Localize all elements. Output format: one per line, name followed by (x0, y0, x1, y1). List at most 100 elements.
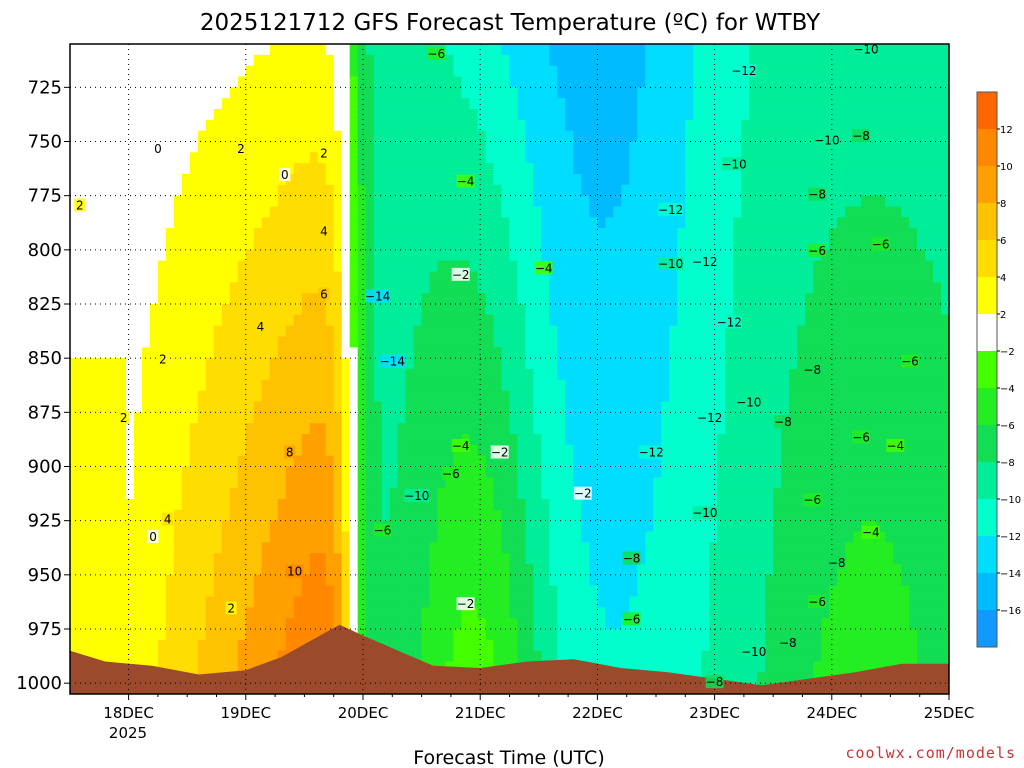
field-cell (517, 163, 527, 175)
field-cell (77, 314, 87, 327)
field-cell (70, 390, 79, 403)
field-cell (309, 520, 319, 533)
field-cell (589, 174, 598, 186)
field-cell (437, 271, 447, 283)
field-cell (181, 639, 191, 652)
field-cell (197, 434, 207, 446)
field-cell (189, 401, 199, 413)
field-cell (277, 44, 287, 56)
field-cell (269, 509, 279, 522)
field-cell (621, 434, 630, 446)
field-cell (365, 553, 375, 565)
field-cell (109, 639, 119, 652)
field-cell (589, 336, 598, 348)
field-cell (469, 585, 479, 598)
field-cell (733, 76, 742, 88)
field-cell (109, 130, 119, 143)
field-cell (189, 163, 199, 175)
field-cell (557, 379, 567, 392)
field-cell (525, 509, 535, 522)
field-cell (333, 228, 343, 240)
field-cell (349, 520, 359, 533)
field-cell (229, 174, 239, 186)
field-cell (205, 184, 215, 197)
field-cell (413, 217, 423, 229)
field-cell (453, 87, 463, 99)
field-cell (341, 369, 351, 381)
field-cell (341, 76, 351, 88)
field-cell (269, 412, 279, 424)
field-cell (517, 76, 527, 88)
field-cell (117, 650, 127, 663)
field-cell (469, 553, 479, 565)
field-cell (397, 152, 407, 164)
field-cell (589, 553, 598, 565)
field-cell (229, 618, 239, 630)
field-cell (117, 119, 127, 132)
field-cell (621, 488, 630, 500)
field-cell (389, 130, 399, 143)
field-cell (165, 618, 175, 630)
field-cell (285, 477, 295, 489)
field-cell (125, 76, 135, 88)
field-cell (469, 629, 479, 641)
field-cell (509, 98, 519, 110)
field-cell (229, 509, 239, 522)
field-cell (93, 629, 103, 641)
field-cell (541, 499, 551, 511)
field-cell (349, 455, 359, 468)
field-cell (709, 466, 718, 478)
field-cell (573, 444, 583, 457)
field-cell (333, 607, 343, 619)
field-cell (229, 629, 239, 641)
field-cell (349, 130, 359, 143)
field-cell (317, 87, 327, 99)
field-cell (325, 98, 335, 110)
field-cell (637, 141, 646, 153)
field-cell (277, 585, 287, 598)
field-cell (573, 282, 583, 294)
field-cell (717, 119, 726, 132)
field-cell (421, 304, 431, 316)
field-cell (501, 76, 511, 88)
field-cell (85, 650, 95, 663)
field-cell (685, 618, 694, 630)
field-cell (421, 477, 431, 489)
field-cell (373, 574, 383, 587)
field-cell (93, 119, 103, 132)
field-cell (357, 477, 367, 489)
field-cell (693, 434, 702, 446)
field-cell (93, 358, 103, 370)
field-cell (565, 184, 575, 197)
field-cell (605, 509, 614, 522)
field-cell (613, 336, 622, 348)
field-cell (509, 401, 519, 413)
field-cell (661, 434, 670, 446)
field-cell (173, 618, 183, 630)
field-cell (605, 444, 614, 457)
field-cell (101, 369, 111, 381)
field-cell (213, 499, 223, 511)
field-cell (509, 195, 519, 208)
field-cell (485, 217, 495, 229)
field-cell (149, 358, 159, 370)
field-cell (309, 184, 319, 197)
field-cell (629, 585, 638, 598)
field-cell (101, 455, 111, 468)
field-cell (493, 553, 503, 565)
field-cell (205, 195, 215, 208)
field-cell (101, 184, 111, 197)
field-cell (517, 531, 527, 543)
field-cell (557, 596, 567, 608)
field-cell (469, 293, 479, 305)
field-cell (277, 390, 287, 403)
field-cell (325, 249, 335, 262)
field-cell (213, 607, 223, 619)
field-cell (389, 282, 399, 294)
field-cell (677, 109, 686, 121)
field-cell (581, 574, 591, 587)
field-cell (221, 401, 231, 413)
field-cell (173, 304, 183, 316)
field-cell (261, 65, 271, 78)
field-cell (381, 401, 391, 413)
